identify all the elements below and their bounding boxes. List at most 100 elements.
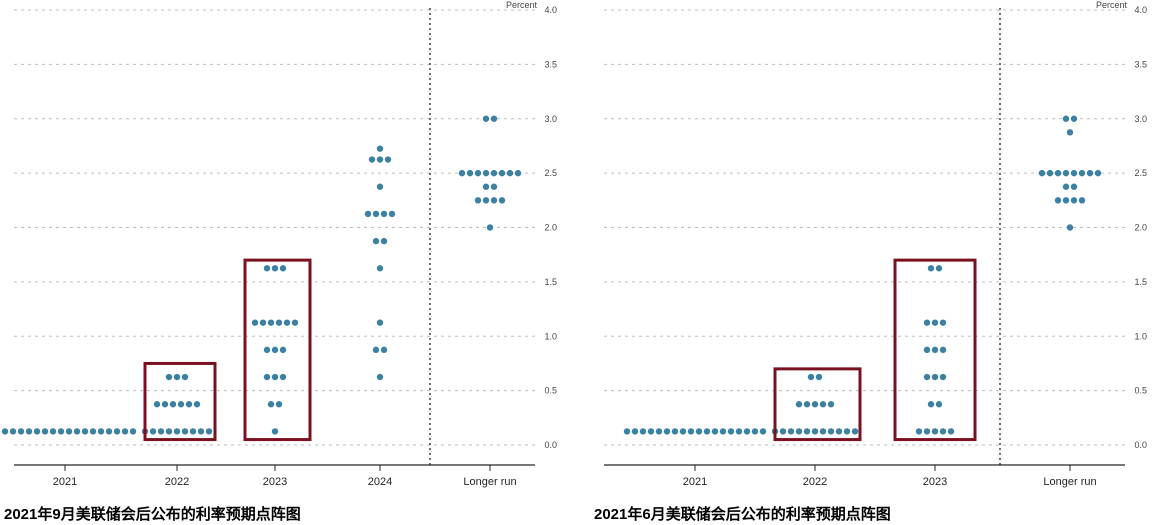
dot [1047,170,1053,176]
dot [365,211,371,217]
dot [812,401,818,407]
dot [696,428,702,434]
y-tick-label: 3.5 [544,59,557,69]
dot-plot-panel-jun2021: 0.00.51.01.52.02.53.03.54.0Percent202120… [590,0,1155,500]
dot [820,428,826,434]
dot [150,428,156,434]
dot [672,428,678,434]
dot [385,156,391,162]
dot [280,265,286,271]
x-tick-label: 2023 [923,476,947,488]
dot [475,197,481,203]
dot [130,428,136,434]
dot [174,428,180,434]
y-tick-label: 4.0 [544,5,557,15]
dot [499,170,505,176]
dot [34,428,40,434]
dot [936,265,942,271]
dot [280,347,286,353]
dot [640,428,646,434]
y-tick-label: 0.5 [544,386,557,396]
dot [260,319,266,325]
dot [264,347,270,353]
dot [932,347,938,353]
dot [10,428,16,434]
dot [373,347,379,353]
x-tick-label: 2022 [803,476,827,488]
dot [373,211,379,217]
dot [1055,170,1061,176]
dot [272,265,278,271]
dot [916,428,922,434]
dot [728,428,734,434]
y-tick-label: 0.5 [1134,386,1147,396]
dot [932,319,938,325]
dot [928,265,934,271]
dot [720,428,726,434]
dot [1071,184,1077,190]
dot [940,347,946,353]
dot [932,428,938,434]
dot [507,170,513,176]
y-tick-label: 0.0 [544,440,557,450]
dot [369,156,375,162]
dot [816,374,822,380]
dot [90,428,96,434]
dot [948,428,954,434]
dot [292,319,298,325]
dot [206,428,212,434]
dot [483,197,489,203]
dot [483,170,489,176]
dot [1055,197,1061,203]
dot [828,401,834,407]
dot [752,428,758,434]
dot [924,347,930,353]
dot [381,238,387,244]
dot [194,401,200,407]
y-tick-label: 2.0 [1134,223,1147,233]
y-tick-label: 3.0 [1134,114,1147,124]
dot [276,401,282,407]
dot [1039,170,1045,176]
dot [491,170,497,176]
dot [812,428,818,434]
dot [182,428,188,434]
dot [66,428,72,434]
dot [1063,184,1069,190]
dot [178,401,184,407]
dot [836,428,842,434]
dot [1071,197,1077,203]
y-tick-label: 1.0 [1134,331,1147,341]
dot [377,374,383,380]
y-tick-label: 1.5 [544,277,557,287]
dot [114,428,120,434]
dot [268,319,274,325]
dot [122,428,128,434]
dot [74,428,80,434]
dot [632,428,638,434]
dot [174,374,180,380]
dot [648,428,654,434]
dot [182,374,188,380]
dot [936,401,942,407]
figure-root: 0.00.51.01.52.02.53.03.54.0Percent202120… [0,0,1169,525]
dot [1071,170,1077,176]
panel-caption: 2021年9月美联储会后公布的利率预期点阵图 [4,503,301,524]
y-tick-label: 1.0 [544,331,557,341]
dot [487,224,493,230]
dot [252,319,258,325]
dot [272,428,278,434]
dot [50,428,56,434]
dot [190,428,196,434]
dot [18,428,24,434]
dot [280,374,286,380]
dot [198,428,204,434]
dot [515,170,521,176]
x-tick-label: 2021 [683,476,707,488]
y-tick-label: 2.0 [544,223,557,233]
dot [940,374,946,380]
dot [491,197,497,203]
y-tick-label: 4.0 [1134,5,1147,15]
x-tick-label: 2022 [165,476,189,488]
dot [186,401,192,407]
